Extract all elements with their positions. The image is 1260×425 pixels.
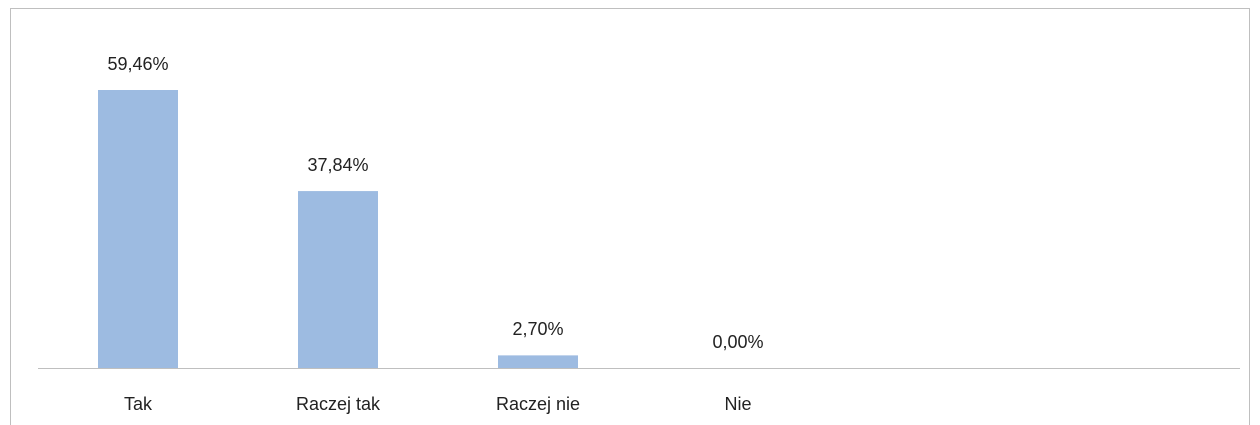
bar: [498, 355, 578, 368]
bar: [98, 90, 178, 368]
x-tick-label: Raczej nie: [496, 394, 580, 414]
value-label: 0,00%: [712, 332, 763, 352]
x-tick-label: Nie: [724, 394, 751, 414]
value-label: 2,70%: [512, 319, 563, 339]
chart-frame: [10, 8, 1250, 425]
x-tick-label: Tak: [124, 394, 153, 414]
bar: [298, 191, 378, 368]
value-label: 37,84%: [307, 155, 368, 175]
x-tick-label: Raczej tak: [296, 394, 381, 414]
value-label: 59,46%: [107, 54, 168, 74]
